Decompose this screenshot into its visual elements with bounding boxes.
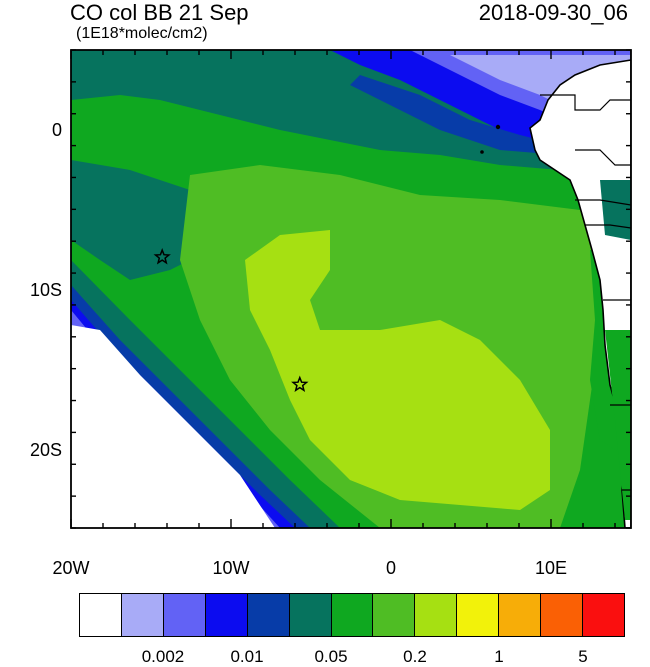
colorbar <box>79 593 625 637</box>
colorbar-box-4 <box>205 594 248 636</box>
map-title: CO col BB 21 Sep <box>70 0 249 25</box>
lat-label-10s: 10S <box>29 280 62 300</box>
colorbar-box-12 <box>541 594 584 636</box>
colorbar-label-0.05: 0.05 <box>314 647 348 666</box>
units-label: (1E18*molec/cm2) <box>76 25 208 42</box>
lon-label-10w: 10W <box>212 558 250 578</box>
colorbar-box-7 <box>331 594 374 636</box>
axis-ticks <box>70 49 631 529</box>
colorbar-box-13 <box>583 594 624 636</box>
colorbar-box-3 <box>163 594 206 636</box>
field-sw-white <box>71 325 275 528</box>
africa-inland-green <box>605 330 631 520</box>
lon-label-10e: 10E <box>534 558 568 578</box>
field-yellowgreen-core <box>245 230 550 510</box>
lat-label-20s: 20S <box>29 440 62 460</box>
colorbar-box-9 <box>415 594 458 636</box>
map-datetime: 2018-09-30_06 <box>478 0 628 25</box>
plot-frame <box>70 49 632 529</box>
colorbar-box-5 <box>247 594 290 636</box>
lon-label-20w: 20W <box>52 558 90 578</box>
lat-label-0: 0 <box>51 120 62 140</box>
colorbar-box-10 <box>457 594 500 636</box>
colorbar-box-11 <box>499 594 542 636</box>
colorbar-label-0.002: 0.002 <box>141 647 185 666</box>
island-saotome <box>480 150 484 154</box>
colorbar-label-1: 1 <box>494 647 504 666</box>
colorbar-label-5: 5 <box>578 647 588 666</box>
map-panel <box>70 49 632 529</box>
lon-label-0: 0 <box>385 558 396 578</box>
colorbar-box-2 <box>121 594 164 636</box>
island-bioko <box>495 124 501 130</box>
field-darkblue-north <box>350 75 560 155</box>
star-marker-2 <box>291 375 309 392</box>
colorbar-box-8 <box>373 594 416 636</box>
country-borders <box>540 94 631 491</box>
colorbar-box-1 <box>80 594 122 636</box>
star-marker-1 <box>153 248 171 265</box>
colorbar-box-6 <box>289 594 332 636</box>
colorbar-label-0.2: 0.2 <box>403 647 427 666</box>
colorbar-label-0.01: 0.01 <box>230 647 264 666</box>
